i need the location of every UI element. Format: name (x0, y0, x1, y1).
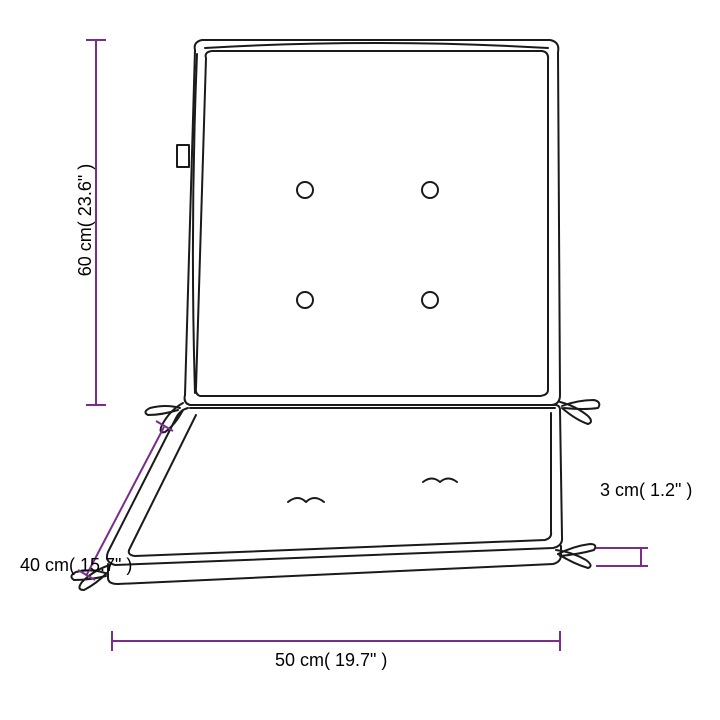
dim-cap (111, 631, 113, 651)
dim-cap (86, 404, 106, 406)
dim-cap (596, 565, 648, 567)
dim-line-width (112, 640, 560, 642)
dim-label-thick: 3 cm( 1.2" ) (600, 480, 720, 501)
dim-label-height: 60 cm( 23.6" ) (75, 140, 96, 300)
dim-line-thick (640, 548, 642, 566)
dim-label-depth: 40 cm( 15.7" ) (20, 555, 160, 576)
dim-cap (86, 39, 106, 41)
dim-cap (596, 547, 648, 549)
dim-cap (559, 631, 561, 651)
dim-label-width: 50 cm( 19.7" ) (275, 650, 387, 671)
cushion-diagram (0, 0, 720, 720)
